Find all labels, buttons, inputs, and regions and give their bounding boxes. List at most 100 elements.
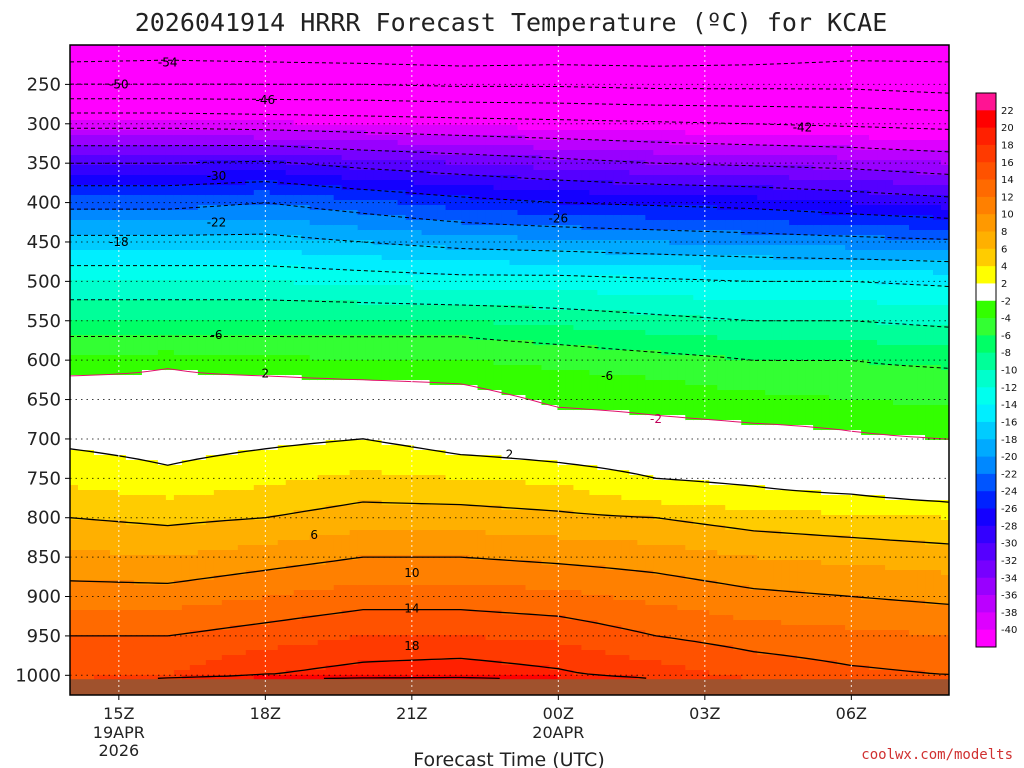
heatmap-cell [173, 220, 183, 226]
heatmap-cell [77, 195, 87, 201]
heatmap-cell [253, 305, 263, 311]
heatmap-cell [173, 180, 183, 186]
heatmap-cell [173, 410, 183, 416]
heatmap-cell [285, 535, 295, 541]
heatmap-cell [205, 390, 215, 396]
heatmap-cell [333, 535, 343, 541]
heatmap-cell [181, 500, 191, 506]
heatmap-cell [229, 560, 239, 566]
heatmap-cell [285, 505, 295, 511]
heatmap-cell [333, 375, 343, 381]
heatmap-cell [101, 345, 111, 351]
heatmap-cell [357, 485, 367, 491]
heatmap-cell [157, 220, 167, 226]
heatmap-cell [229, 610, 239, 616]
heatmap-cell [149, 150, 159, 156]
heatmap-cell [149, 490, 159, 496]
heatmap-cell [109, 455, 119, 461]
heatmap-cell [141, 635, 151, 641]
heatmap-cell [269, 470, 279, 476]
heatmap-cell [373, 205, 383, 211]
heatmap-cell [317, 300, 327, 306]
heatmap-cell [85, 475, 95, 481]
heatmap-cell [109, 525, 119, 531]
heatmap-cell [173, 305, 183, 311]
heatmap-cell [285, 115, 295, 121]
heatmap-cell [205, 645, 215, 651]
heatmap-cell [245, 105, 255, 111]
heatmap-cell [133, 460, 143, 466]
heatmap-cell [189, 130, 199, 136]
heatmap-cell [373, 50, 383, 56]
heatmap-cell [325, 65, 335, 71]
heatmap-cell [349, 50, 359, 56]
heatmap-cell [325, 640, 335, 646]
heatmap-cell [173, 390, 183, 396]
heatmap-cell [293, 425, 303, 431]
heatmap-cell [325, 525, 335, 531]
heatmap-cell [333, 520, 343, 526]
heatmap-cell [293, 155, 303, 161]
heatmap-cell [253, 405, 263, 411]
heatmap-cell [213, 390, 223, 396]
heatmap-cell [269, 635, 279, 641]
heatmap-cell [237, 250, 247, 256]
heatmap-cell [341, 110, 351, 116]
heatmap-cell [213, 350, 223, 356]
heatmap-cell [165, 370, 175, 376]
heatmap-cell [229, 310, 239, 316]
heatmap-cell [189, 275, 199, 281]
heatmap-cell [269, 420, 279, 426]
heatmap-cell [229, 460, 239, 466]
heatmap-cell [365, 335, 375, 341]
heatmap-cell [341, 670, 351, 676]
heatmap-cell [189, 535, 199, 541]
heatmap-cell [341, 600, 351, 606]
heatmap-cell [149, 435, 159, 441]
heatmap-cell [301, 45, 311, 51]
heatmap-cell [317, 420, 327, 426]
heatmap-cell [317, 550, 327, 556]
heatmap-cell [253, 585, 263, 591]
heatmap-cell [93, 395, 103, 401]
heatmap-cell [261, 400, 271, 406]
heatmap-cell [365, 45, 375, 51]
heatmap-cell [213, 550, 223, 556]
heatmap-cell [173, 490, 183, 496]
heatmap-cell [221, 125, 231, 131]
heatmap-cell [285, 300, 295, 306]
heatmap-cell [149, 370, 159, 376]
heatmap-cell [365, 415, 375, 421]
heatmap-cell [245, 150, 255, 156]
heatmap-cell [205, 585, 215, 591]
heatmap-cell [173, 645, 183, 651]
heatmap-cell [341, 640, 351, 646]
heatmap-cell [85, 95, 95, 101]
heatmap-cell [349, 105, 359, 111]
heatmap-cell [253, 425, 263, 431]
heatmap-cell [141, 60, 151, 66]
heatmap-cell [349, 185, 359, 191]
heatmap-cell [205, 395, 215, 401]
heatmap-cell [261, 205, 271, 211]
heatmap-cell [325, 260, 335, 266]
heatmap-cell [285, 645, 295, 651]
heatmap-cell [141, 280, 151, 286]
heatmap-cell [309, 520, 319, 526]
heatmap-cell [149, 90, 159, 96]
heatmap-cell [325, 75, 335, 81]
heatmap-cell [309, 170, 319, 176]
heatmap-cell [205, 140, 215, 146]
heatmap-cell [141, 285, 151, 291]
heatmap-cell [205, 530, 215, 536]
heatmap-cell [309, 515, 319, 521]
heatmap-cell [229, 230, 239, 236]
heatmap-cell [357, 75, 367, 81]
heatmap-cell [261, 675, 271, 681]
heatmap-cell [245, 675, 255, 681]
heatmap-cell [149, 305, 159, 311]
heatmap-cell [85, 465, 95, 471]
heatmap-cell [229, 620, 239, 626]
heatmap-cell [365, 105, 375, 111]
heatmap-cell [269, 570, 279, 576]
